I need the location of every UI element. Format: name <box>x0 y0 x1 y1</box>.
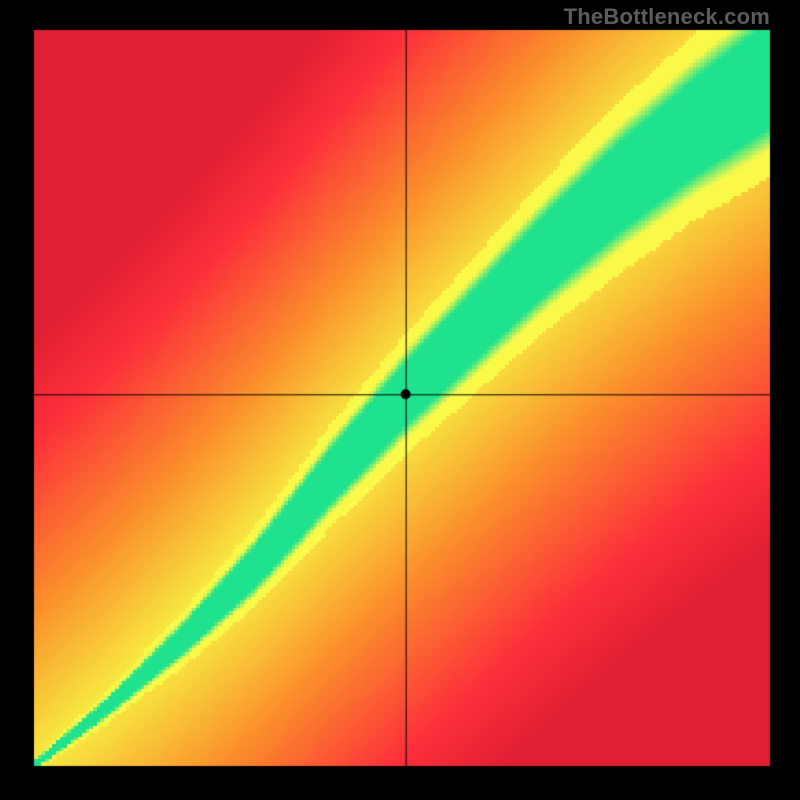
heatmap-canvas <box>0 0 800 800</box>
watermark-text: TheBottleneck.com <box>564 4 770 30</box>
chart-container: TheBottleneck.com <box>0 0 800 800</box>
